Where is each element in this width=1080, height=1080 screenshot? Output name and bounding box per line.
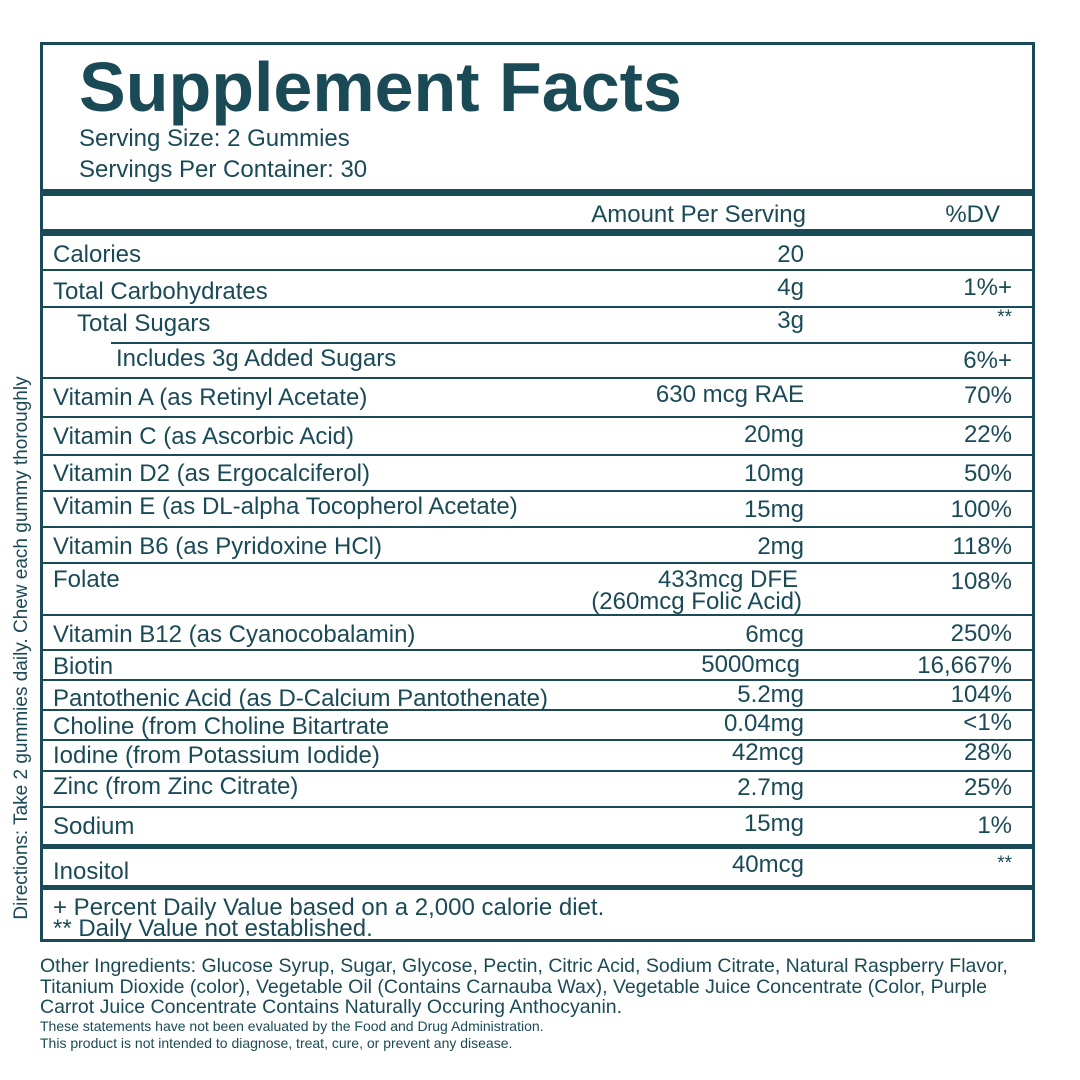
row-name-folate: Folate: [53, 566, 120, 593]
row-amount-sugars: 3g: [777, 307, 804, 334]
row-name-iodine: Iodine (from Potassium Iodide): [53, 742, 380, 769]
row-amount-inositol: 40mcg: [731, 851, 804, 878]
row-name-choline: Choline (from Choline Bitartrate: [53, 713, 390, 740]
row-divider: [43, 490, 1032, 492]
row-dv-inositol: **: [997, 853, 1012, 874]
row-divider: [43, 526, 1032, 528]
servings-per-container: Servings Per Container: 30: [79, 156, 368, 183]
row-dv-vitamin-d2: 50%: [963, 460, 1012, 487]
row-dv-folate: 108%: [950, 568, 1012, 595]
row-name-vitamin-c: Vitamin C (as Ascorbic Acid): [53, 423, 354, 450]
row-dv-sodium: 1%: [977, 812, 1012, 839]
row-dv-pantothenic-acid: 104%: [950, 681, 1012, 708]
row-dv-sugars: **: [997, 307, 1012, 328]
row-divider: [43, 377, 1032, 379]
row-dv-vitamin-e: 100%: [950, 496, 1012, 523]
row-name-vitamin-e: Vitamin E (as DL-alpha Tocopherol Acetat…: [53, 493, 518, 520]
row-amount-folate: 433mcg DFE: [657, 566, 798, 593]
row-name-zinc: Zinc (from Zinc Citrate): [53, 773, 299, 800]
panel-title: Supplement Facts: [79, 48, 682, 126]
row-divider: [43, 454, 1032, 456]
row-amount-choline: 0.04mg: [723, 710, 804, 737]
row-amount-vitamin-b6: 2mg: [757, 533, 804, 560]
row-dv-vitamin-b12: 250%: [950, 620, 1012, 647]
serving-size: Serving Size: 2 Gummies: [79, 125, 350, 152]
row-dv-vitamin-c: 22%: [963, 421, 1012, 448]
row-divider: [111, 342, 1032, 344]
row-name-added-sugars: Includes 3g Added Sugars: [116, 345, 397, 372]
other-ingredients: Other Ingredients: Glucose Syrup, Sugar,…: [40, 955, 1008, 1018]
directions-text: Directions: Take 2 gummies daily. Chew e…: [11, 376, 32, 920]
divider-thick: [43, 885, 1032, 890]
footnote-dv-not-established: ** Daily Value not established.: [53, 915, 373, 942]
row-amount-calories: 20: [777, 241, 804, 268]
fda-disclaimer: This product is not intended to diagnose…: [40, 1035, 513, 1051]
row-name-vitamin-b12: Vitamin B12 (as Cyanocobalamin): [53, 621, 416, 648]
row-name-pantothenic-acid: Pantothenic Acid (as D-Calcium Pantothen…: [53, 685, 548, 712]
row-name-biotin: Biotin: [53, 653, 114, 680]
row-amount-pantothenic-acid: 5.2mg: [737, 681, 804, 708]
supplement-facts-panel: Supplement Facts Serving Size: 2 Gummies…: [40, 42, 1035, 942]
row-divider: [43, 306, 1032, 308]
row-amount-zinc: 2.7mg: [737, 774, 804, 801]
row-amount-folate-folic-acid: (260mcg Folic Acid): [591, 588, 802, 615]
row-name-vitamin-a: Vitamin A (as Retinyl Acetate): [53, 384, 368, 411]
row-divider: [43, 649, 1032, 651]
row-name-vitamin-b6: Vitamin B6 (as Pyridoxine HCl): [53, 533, 383, 560]
divider-thick: [43, 189, 1032, 196]
row-amount-carbs: 4g: [777, 274, 804, 301]
row-name-calories: Calories: [53, 241, 142, 268]
row-divider: [43, 679, 1032, 681]
row-divider: [43, 770, 1032, 772]
row-amount-iodine: 42mcg: [731, 739, 804, 766]
row-amount-vitamin-c: 20mg: [743, 421, 804, 448]
row-amount-vitamin-d2: 10mg: [743, 460, 804, 487]
row-name-sodium: Sodium: [53, 813, 135, 840]
row-amount-biotin: 5000mcg: [701, 651, 800, 678]
row-dv-vitamin-a: 70%: [963, 382, 1012, 409]
row-dv-added-sugars: 6%+: [963, 347, 1012, 374]
row-divider: [43, 269, 1032, 271]
header-dv: %DV: [945, 201, 1000, 228]
row-dv-vitamin-b6: 118%: [952, 533, 1012, 560]
row-dv-choline: <1%: [963, 709, 1012, 736]
row-name-inositol: Inositol: [53, 858, 130, 885]
row-name-carbs: Total Carbohydrates: [53, 278, 268, 305]
fda-statement: These statements have not been evaluated…: [40, 1018, 544, 1034]
row-amount-vitamin-e: 15mg: [743, 496, 804, 523]
row-divider: [43, 614, 1032, 616]
row-amount-sodium: 15mg: [743, 810, 804, 837]
row-name-sugars: Total Sugars: [77, 310, 211, 337]
row-dv-biotin: 16,667%: [917, 652, 1012, 679]
row-divider: [43, 416, 1032, 418]
row-divider: [43, 806, 1032, 808]
directions-vertical: Directions: Take 2 gummies daily. Chew e…: [0, 0, 44, 960]
divider-thick: [43, 229, 1032, 236]
divider-thick: [43, 844, 1032, 849]
row-divider: [43, 739, 1032, 741]
header-amount: Amount Per Serving: [591, 201, 806, 228]
row-amount-vitamin-b12: 6mcg: [745, 621, 804, 648]
row-dv-carbs: 1%+: [963, 274, 1012, 301]
row-dv-iodine: 28%: [963, 739, 1012, 766]
row-name-vitamin-d2: Vitamin D2 (as Ergocalciferol): [53, 460, 371, 487]
row-divider: [43, 562, 1032, 564]
row-dv-zinc: 25%: [963, 774, 1012, 801]
row-divider: [43, 709, 1032, 711]
row-amount-vitamin-a: 630 mcg RAE: [655, 381, 804, 408]
footnote-percent-dv: + Percent Daily Value based on a 2,000 c…: [53, 894, 605, 921]
